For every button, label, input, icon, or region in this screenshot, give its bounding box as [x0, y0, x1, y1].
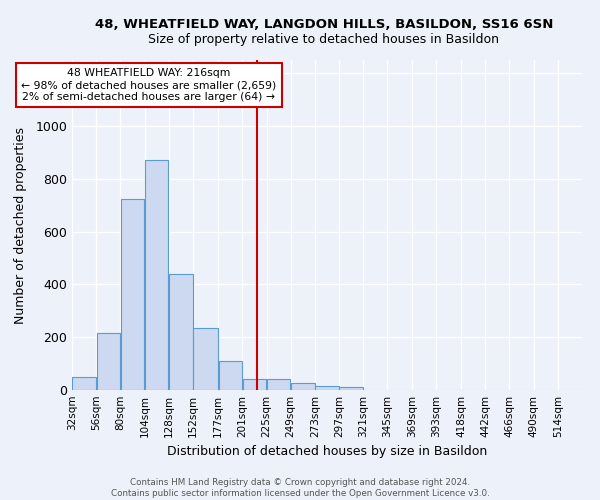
Bar: [340, 388, 363, 390]
Bar: [121, 198, 144, 390]
Text: 48, WHEATFIELD WAY, LANGDON HILLS, BASILDON, SS16 6SN: 48, WHEATFIELD WAY, LANGDON HILLS, BASIL…: [95, 18, 553, 30]
Y-axis label: Number of detached properties: Number of detached properties: [14, 126, 27, 324]
Bar: [267, 380, 290, 390]
Bar: [169, 274, 193, 390]
X-axis label: Distribution of detached houses by size in Basildon: Distribution of detached houses by size …: [167, 446, 487, 458]
Bar: [193, 328, 218, 390]
Text: 48 WHEATFIELD WAY: 216sqm
← 98% of detached houses are smaller (2,659)
2% of sem: 48 WHEATFIELD WAY: 216sqm ← 98% of detac…: [21, 68, 276, 102]
Bar: [316, 386, 338, 390]
Bar: [145, 160, 169, 390]
Bar: [243, 380, 266, 390]
Bar: [218, 361, 242, 390]
Bar: [97, 333, 120, 390]
Text: Contains HM Land Registry data © Crown copyright and database right 2024.
Contai: Contains HM Land Registry data © Crown c…: [110, 478, 490, 498]
Bar: [73, 377, 96, 390]
Text: Size of property relative to detached houses in Basildon: Size of property relative to detached ho…: [149, 32, 499, 46]
Bar: [291, 384, 314, 390]
